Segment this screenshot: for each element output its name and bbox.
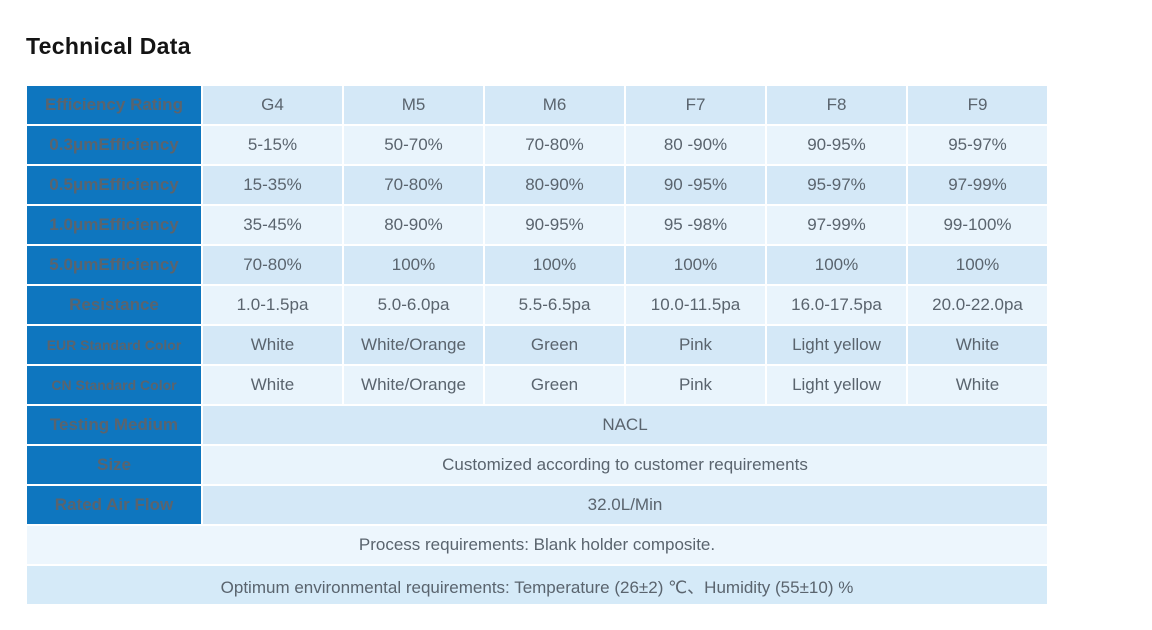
col-header-m5: M5 <box>344 86 483 124</box>
row-label-rated-air-flow: Rated Air Flow <box>27 486 201 524</box>
data-cell: 5-15% <box>203 126 342 164</box>
row-label-eur-standard-color: EUR Standard Color <box>27 326 201 364</box>
col-header-f7: F7 <box>626 86 765 124</box>
data-cell: Green <box>485 366 624 404</box>
table-row: Testing Medium NACL <box>27 406 1047 444</box>
data-cell: Pink <box>626 366 765 404</box>
data-cell: 1.0-1.5pa <box>203 286 342 324</box>
data-cell: 100% <box>908 246 1047 284</box>
data-cell: 5.0-6.0pa <box>344 286 483 324</box>
span-cell-size: Customized according to customer require… <box>203 446 1047 484</box>
table-row: Resistance 1.0-1.5pa 5.0-6.0pa 5.5-6.5pa… <box>27 286 1047 324</box>
data-cell: Green <box>485 326 624 364</box>
data-cell: 100% <box>626 246 765 284</box>
data-cell: 50-70% <box>344 126 483 164</box>
data-cell: 70-80% <box>203 246 342 284</box>
page-title: Technical Data <box>26 33 191 59</box>
data-cell: 90 -95% <box>626 166 765 204</box>
data-cell: White/Orange <box>344 366 483 404</box>
data-cell: 99-100% <box>908 206 1047 244</box>
table-row: Optimum environmental requirements: Temp… <box>27 566 1047 604</box>
data-cell: 97-99% <box>767 206 906 244</box>
row-label-0-5um-efficiency: 0.5μmEfficiency <box>27 166 201 204</box>
col-header-f9: F9 <box>908 86 1047 124</box>
technical-data-table: Efficiency Rating G4 M5 M6 F7 F8 F9 0.3μ… <box>25 84 1049 606</box>
data-cell: 95-97% <box>908 126 1047 164</box>
row-label-size: Size <box>27 446 201 484</box>
row-label-efficiency-rating: Efficiency Rating <box>27 86 201 124</box>
data-cell: 16.0-17.5pa <box>767 286 906 324</box>
data-cell: 15-35% <box>203 166 342 204</box>
process-requirements-row: Process requirements: Blank holder compo… <box>27 526 1047 564</box>
table-row: Rated Air Flow 32.0L/Min <box>27 486 1047 524</box>
data-cell: White <box>908 326 1047 364</box>
col-header-m6: M6 <box>485 86 624 124</box>
data-cell: 100% <box>767 246 906 284</box>
table-row: 5.0μmEfficiency 70-80% 100% 100% 100% 10… <box>27 246 1047 284</box>
row-label-cn-standard-color: CN Standard Color <box>27 366 201 404</box>
data-cell: 20.0-22.0pa <box>908 286 1047 324</box>
row-label-testing-medium: Testing Medium <box>27 406 201 444</box>
data-cell: 80-90% <box>344 206 483 244</box>
row-label-resistance: Resistance <box>27 286 201 324</box>
row-label-1-0um-efficiency: 1.0μmEfficiency <box>27 206 201 244</box>
table-row: 0.3μmEfficiency 5-15% 50-70% 70-80% 80 -… <box>27 126 1047 164</box>
data-cell: 97-99% <box>908 166 1047 204</box>
data-cell: Light yellow <box>767 326 906 364</box>
col-header-g4: G4 <box>203 86 342 124</box>
span-cell-testing-medium: NACL <box>203 406 1047 444</box>
span-cell-rated-air-flow: 32.0L/Min <box>203 486 1047 524</box>
data-cell: White <box>203 326 342 364</box>
data-cell: 70-80% <box>344 166 483 204</box>
environmental-requirements-row: Optimum environmental requirements: Temp… <box>27 566 1047 604</box>
data-cell: Light yellow <box>767 366 906 404</box>
data-cell: 100% <box>344 246 483 284</box>
table-row: Process requirements: Blank holder compo… <box>27 526 1047 564</box>
data-cell: White <box>203 366 342 404</box>
row-label-5-0um-efficiency: 5.0μmEfficiency <box>27 246 201 284</box>
data-cell: White/Orange <box>344 326 483 364</box>
table-row: 0.5μmEfficiency 15-35% 70-80% 80-90% 90 … <box>27 166 1047 204</box>
table-row: CN Standard Color White White/Orange Gre… <box>27 366 1047 404</box>
data-cell: 95-97% <box>767 166 906 204</box>
data-cell: 35-45% <box>203 206 342 244</box>
row-label-0-3um-efficiency: 0.3μmEfficiency <box>27 126 201 164</box>
data-cell: 95 -98% <box>626 206 765 244</box>
data-cell: 100% <box>485 246 624 284</box>
data-cell: 10.0-11.5pa <box>626 286 765 324</box>
data-cell: 80-90% <box>485 166 624 204</box>
data-cell: 5.5-6.5pa <box>485 286 624 324</box>
data-cell: 90-95% <box>485 206 624 244</box>
data-cell: 90-95% <box>767 126 906 164</box>
table-row: EUR Standard Color White White/Orange Gr… <box>27 326 1047 364</box>
data-cell: Pink <box>626 326 765 364</box>
table-row: Size Customized according to customer re… <box>27 446 1047 484</box>
data-cell: 70-80% <box>485 126 624 164</box>
table-row-header: Efficiency Rating G4 M5 M6 F7 F8 F9 <box>27 86 1047 124</box>
col-header-f8: F8 <box>767 86 906 124</box>
data-cell: 80 -90% <box>626 126 765 164</box>
table-row: 1.0μmEfficiency 35-45% 80-90% 90-95% 95 … <box>27 206 1047 244</box>
data-cell: White <box>908 366 1047 404</box>
